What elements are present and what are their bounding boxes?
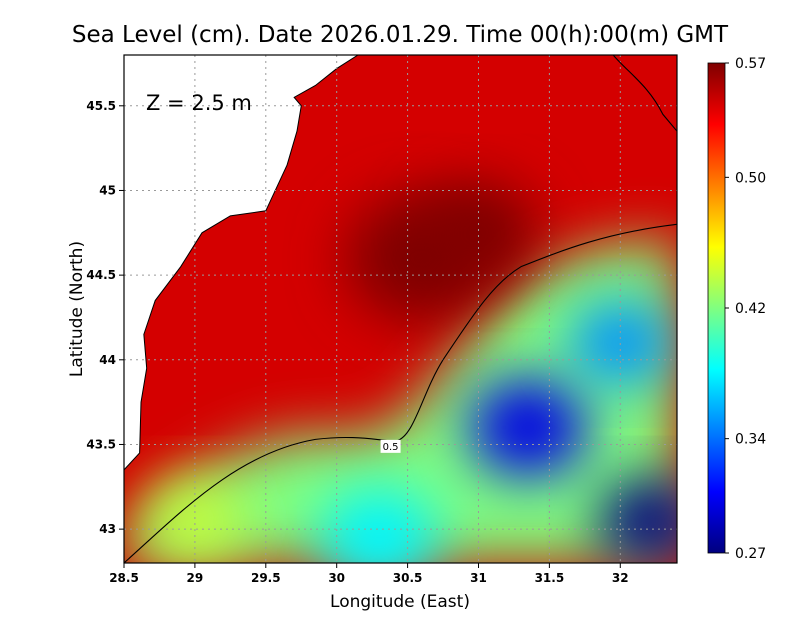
- low-value-region: [124, 241, 677, 563]
- colorbar: [707, 62, 726, 554]
- field-center-5: [143, 478, 246, 563]
- contour-lines: [124, 55, 677, 563]
- y-axis-label: Latitude (North): [67, 241, 87, 377]
- contour-line-main: [124, 223, 677, 563]
- colorbar-tick-label-4: 0.27: [735, 546, 766, 562]
- x-tick-label-4: 30.5: [393, 571, 423, 585]
- x-tick-label-1: 29: [187, 571, 204, 585]
- y-tick-label-2: 44: [99, 353, 116, 367]
- contour-label: 0.5: [383, 442, 399, 453]
- y-tick-label-3: 44.5: [86, 268, 116, 282]
- x-tick-label-3: 30: [328, 571, 345, 585]
- y-tick-label-5: 45.5: [86, 99, 116, 113]
- chart-title: Sea Level (cm). Date 2026.01.29. Time 00…: [72, 22, 729, 48]
- x-axis-label: Longitude (East): [330, 592, 470, 612]
- sea-level-field: [124, 55, 677, 563]
- field-center-4: [319, 487, 439, 563]
- contour-line-ne: [612, 55, 677, 132]
- y-tick-label-4: 45: [99, 183, 116, 197]
- y-tick-label-1: 43.5: [86, 437, 116, 451]
- x-tick-label-0: 28.5: [109, 571, 139, 585]
- field-center-3: [597, 478, 677, 563]
- x-tick-label-7: 32: [612, 571, 629, 585]
- plot-frame: [123, 54, 678, 564]
- y-axis-ticks: 43 43.5 44 44.5 45 45.5: [86, 99, 124, 536]
- colorbar-tick-label-2: 0.42: [735, 301, 766, 317]
- x-tick-label-2: 29.5: [251, 571, 281, 585]
- x-axis-ticks: 28.5 29 29.5 30 30.5 31 31.5 32: [109, 563, 629, 585]
- field-center-6: [569, 300, 672, 386]
- x-tick-label-5: 31: [470, 571, 487, 585]
- field-center-2: [468, 377, 588, 478]
- y-tick-label-0: 43: [99, 522, 116, 536]
- contour-labels: 0.5: [380, 439, 401, 453]
- contour-label-bg: [380, 439, 401, 453]
- x-tick-label-6: 31.5: [535, 571, 565, 585]
- colorbar-tick-label-0: 0.57: [735, 56, 766, 72]
- field-center-1: [418, 183, 539, 283]
- colorbar-ticks: 0.57 0.50 0.42 0.34 0.27: [725, 56, 766, 562]
- colorbar-tick-label-1: 0.50: [735, 170, 766, 186]
- depth-annotation: Z = 2.5 m: [146, 91, 252, 115]
- colorbar-tick-label-3: 0.34: [735, 432, 766, 448]
